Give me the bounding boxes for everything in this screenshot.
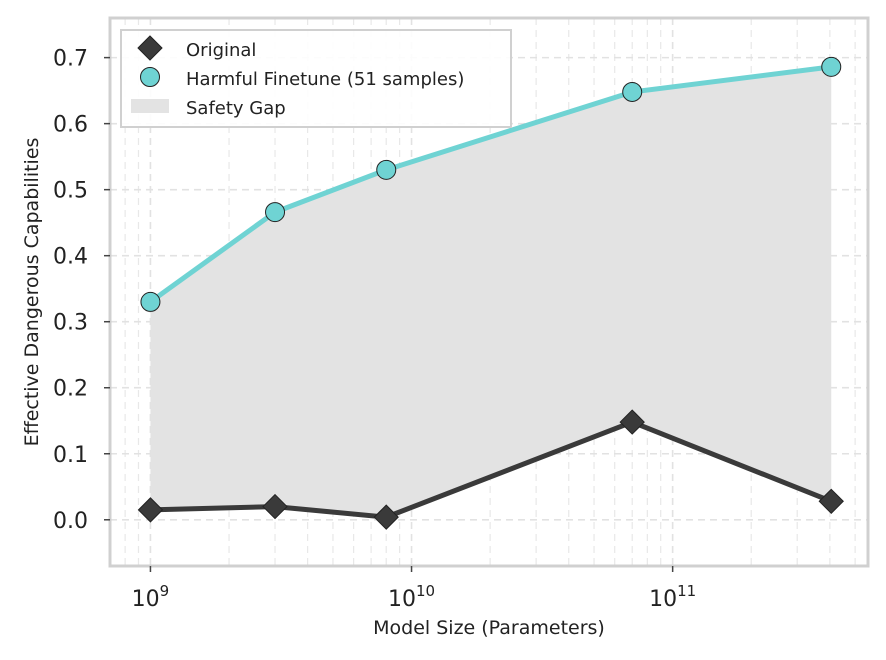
- plot-frame: [108, 16, 870, 568]
- original-point: [373, 504, 399, 530]
- x-tick-label: 1010: [388, 582, 435, 612]
- safety-gap-area-layer: [150, 66, 832, 518]
- y-tick-label: 0.4: [53, 245, 88, 270]
- y-tick-label: 0.1: [53, 443, 88, 468]
- x-axis-ticks: 109 1010 1011: [132, 566, 696, 612]
- x-axis-label: Model Size (Parameters): [373, 617, 605, 639]
- legend-harmful-marker: [140, 67, 160, 87]
- legend-harmful-label: Harmful Finetune (51 samples): [186, 69, 464, 90]
- y-tick-label: 0.6: [53, 113, 88, 138]
- y-tick-label: 0.3: [53, 311, 88, 336]
- harmful-finetune-point: [821, 56, 842, 77]
- x-tick-label: 109: [132, 582, 170, 612]
- legend-box: [120, 29, 512, 128]
- x-tick-label: 1011: [649, 582, 696, 612]
- original-point: [137, 497, 164, 523]
- harmful-finetune-point: [265, 202, 286, 223]
- harmful-finetune-point: [140, 291, 161, 312]
- y-tick-label: 0.2: [53, 377, 88, 402]
- safety-gap-area: [150, 66, 832, 518]
- legend: Original Harmful Finetune (51 samples) Saf…: [120, 29, 512, 128]
- legend-safety-gap-patch: [131, 99, 169, 113]
- y-axis-label: Effective Dangerous Capabilities: [21, 138, 43, 447]
- legend-safety-gap-label: Safety Gap: [186, 98, 286, 119]
- harmful-finetune-point: [376, 159, 397, 180]
- original-point: [818, 488, 844, 515]
- harmful-finetune-point: [622, 81, 643, 102]
- series-markers-layer: [137, 56, 844, 530]
- original-point: [262, 493, 288, 520]
- y-tick-label: 0.5: [53, 179, 88, 204]
- legend-original-marker: [137, 35, 163, 61]
- y-axis-ticks: 0.0 0.1 0.2 0.3 0.4 0.5 0.6 0.7: [53, 47, 110, 534]
- y-tick-label: 0.0: [53, 509, 88, 534]
- y-tick-label: 0.7: [53, 47, 88, 72]
- legend-original-label: Original: [186, 40, 256, 61]
- original-point: [619, 409, 645, 435]
